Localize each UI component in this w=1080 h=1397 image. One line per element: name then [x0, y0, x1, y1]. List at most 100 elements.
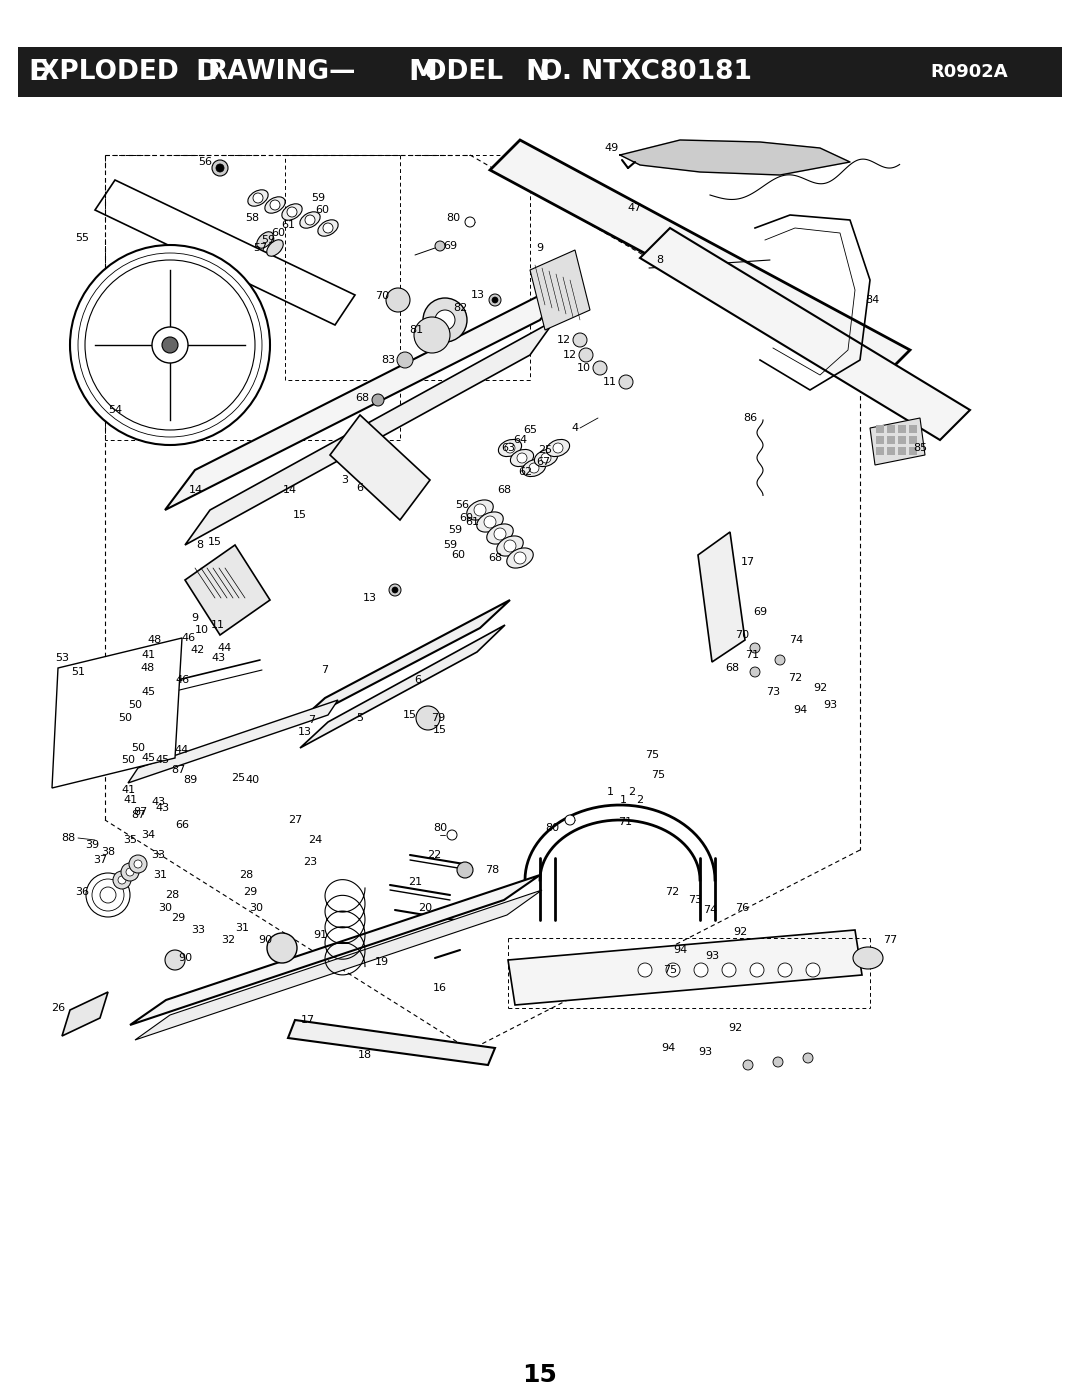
Ellipse shape [282, 204, 302, 221]
Circle shape [573, 332, 588, 346]
Ellipse shape [257, 232, 273, 249]
Text: 59: 59 [311, 193, 325, 203]
Text: 3: 3 [341, 475, 349, 485]
Bar [897, 447, 906, 455]
Circle shape [743, 1060, 753, 1070]
Text: 68: 68 [725, 664, 739, 673]
Text: 6: 6 [356, 483, 364, 493]
Text: 93: 93 [823, 700, 837, 710]
Text: 92: 92 [813, 683, 827, 693]
Circle shape [212, 161, 228, 176]
Text: 12: 12 [563, 351, 577, 360]
Text: 23: 23 [302, 856, 318, 868]
Circle shape [267, 933, 297, 963]
Circle shape [416, 705, 440, 731]
Polygon shape [640, 228, 970, 440]
Text: 74: 74 [703, 905, 717, 915]
Text: 1: 1 [607, 787, 613, 798]
Polygon shape [62, 992, 108, 1037]
Circle shape [389, 584, 401, 597]
Text: 50: 50 [118, 712, 132, 724]
Text: 68: 68 [488, 553, 502, 563]
Text: 43: 43 [151, 798, 165, 807]
Text: 79: 79 [431, 712, 445, 724]
Circle shape [216, 163, 224, 172]
Circle shape [134, 861, 141, 868]
Text: 94: 94 [793, 705, 807, 715]
Circle shape [529, 462, 539, 474]
Circle shape [165, 950, 185, 970]
Text: 72: 72 [665, 887, 679, 897]
Bar [897, 425, 906, 433]
Text: 90: 90 [258, 935, 272, 944]
Text: 17: 17 [301, 1016, 315, 1025]
Circle shape [504, 541, 516, 552]
Polygon shape [185, 320, 555, 545]
Text: 74: 74 [788, 636, 804, 645]
Text: 70: 70 [734, 630, 750, 640]
Ellipse shape [535, 450, 557, 467]
Text: 51: 51 [71, 666, 85, 678]
Text: 30: 30 [158, 902, 172, 914]
Circle shape [694, 963, 708, 977]
Circle shape [435, 242, 445, 251]
Text: D: D [195, 59, 219, 87]
Circle shape [423, 298, 467, 342]
Circle shape [465, 217, 475, 226]
Text: RAWING—: RAWING— [208, 59, 356, 85]
Text: 6: 6 [415, 675, 421, 685]
Text: 71: 71 [745, 650, 759, 659]
Text: 15: 15 [433, 725, 447, 735]
Text: 25: 25 [538, 446, 552, 455]
Text: 11: 11 [603, 377, 617, 387]
Text: 73: 73 [688, 895, 702, 905]
Text: 59: 59 [443, 541, 457, 550]
Text: 66: 66 [175, 820, 189, 830]
Text: 94: 94 [673, 944, 687, 956]
Text: 71: 71 [618, 817, 632, 827]
Circle shape [118, 876, 126, 884]
Circle shape [270, 200, 280, 210]
Text: 58: 58 [245, 212, 259, 224]
Text: 50: 50 [131, 743, 145, 753]
Text: 38: 38 [100, 847, 116, 856]
Text: 16: 16 [433, 983, 447, 993]
Text: 15: 15 [523, 1363, 557, 1387]
Ellipse shape [318, 219, 338, 236]
Text: 83: 83 [381, 355, 395, 365]
Text: 35: 35 [123, 835, 137, 845]
Text: 41: 41 [123, 795, 137, 805]
Ellipse shape [507, 548, 534, 569]
Bar [876, 436, 885, 444]
Text: 33: 33 [151, 849, 165, 861]
Circle shape [372, 394, 384, 407]
Text: 31: 31 [235, 923, 249, 933]
Text: 8: 8 [657, 256, 663, 265]
Text: 41: 41 [121, 785, 135, 795]
Text: 61: 61 [465, 517, 480, 527]
Text: 88: 88 [60, 833, 76, 842]
Ellipse shape [497, 536, 523, 556]
Text: 15: 15 [293, 510, 307, 520]
Text: ODEL: ODEL [424, 59, 512, 85]
Text: 37: 37 [93, 855, 107, 865]
Text: 82: 82 [453, 303, 468, 313]
Polygon shape [490, 140, 910, 380]
Polygon shape [165, 279, 570, 510]
Text: 86: 86 [743, 414, 757, 423]
Bar [18, 47, 1062, 96]
Circle shape [505, 443, 515, 453]
Text: 60: 60 [459, 513, 473, 522]
Ellipse shape [476, 511, 503, 532]
Circle shape [86, 873, 130, 916]
Circle shape [92, 879, 124, 911]
Text: 94: 94 [661, 1044, 675, 1053]
Text: 13: 13 [471, 291, 485, 300]
Ellipse shape [467, 500, 494, 520]
Text: 1: 1 [620, 795, 626, 805]
Text: 41: 41 [140, 650, 156, 659]
Text: 45: 45 [140, 687, 156, 697]
Circle shape [323, 224, 333, 233]
Circle shape [287, 207, 297, 217]
Circle shape [750, 643, 760, 652]
